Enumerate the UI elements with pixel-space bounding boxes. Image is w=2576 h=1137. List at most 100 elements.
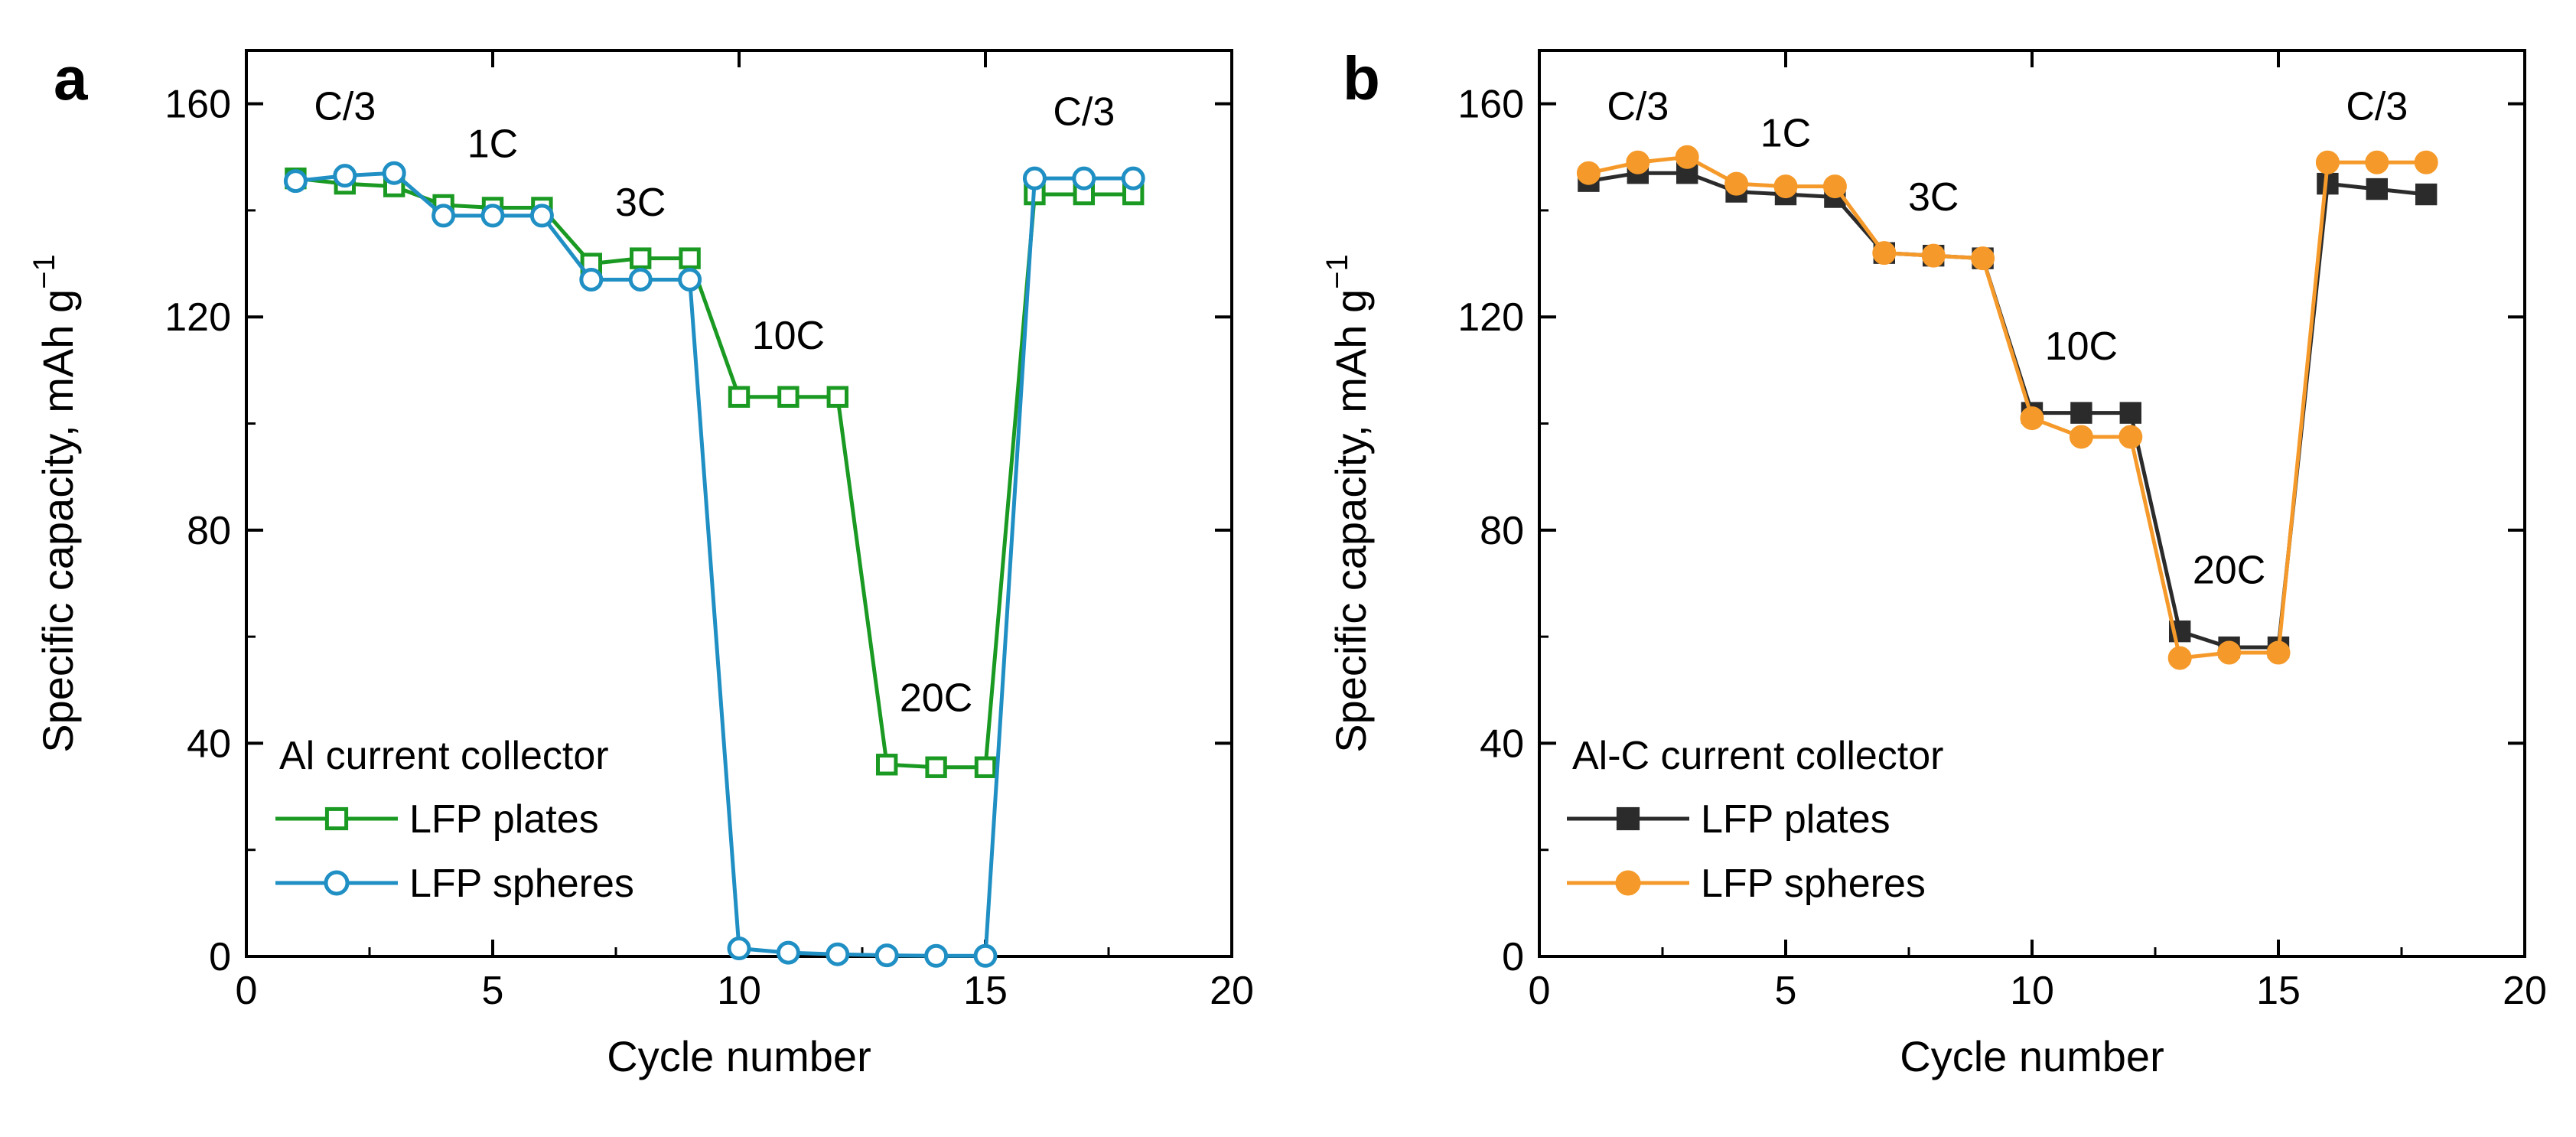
panel-letter-a: a: [54, 44, 88, 112]
data-point: [826, 942, 850, 966]
data-point: [382, 161, 406, 185]
x-tick-label: 5: [1775, 969, 1797, 1013]
legend-entry: LFP plates: [1701, 797, 1890, 842]
legend-marker: [324, 870, 350, 896]
data-point: [2167, 646, 2192, 670]
series-lfp-spheres: [1576, 145, 2438, 670]
legend: Al-C current collector LFP plates LFP sphe…: [1567, 734, 1943, 906]
series-lfp-spheres: [283, 161, 1145, 968]
y-tick-label: 120: [1457, 295, 1524, 340]
legend-marker: [1616, 806, 1640, 831]
data-point: [2414, 150, 2438, 174]
data-point: [1822, 174, 1847, 199]
series-lfp-plates: [285, 167, 1145, 778]
data-point: [876, 754, 898, 776]
data-point: [1675, 145, 1699, 169]
data-point: [678, 267, 702, 292]
x-tick-label: 15: [963, 969, 1008, 1013]
y-tick-label: 160: [164, 83, 231, 127]
data-point: [2365, 150, 2389, 174]
x-tick-label: 15: [2256, 969, 2301, 1013]
panel-b: b 0 5 10 15 20 0 40 80 120 160 Cycle number Specific…: [1321, 44, 2547, 1080]
data-point: [283, 169, 308, 194]
data-point: [679, 247, 701, 269]
y-tick-label: 160: [1457, 83, 1524, 127]
data-point: [579, 267, 604, 292]
x-tick-label: 0: [236, 969, 258, 1013]
data-point: [2217, 640, 2242, 665]
data-point: [2266, 640, 2291, 665]
data-point: [2020, 406, 2044, 431]
data-point: [1626, 150, 1650, 174]
data-point: [924, 943, 949, 968]
data-point: [628, 267, 653, 292]
data-point: [1072, 166, 1096, 191]
rate-label: 20C: [2193, 548, 2265, 592]
legend-title: Al current collector: [279, 734, 609, 778]
data-point: [1872, 241, 1897, 266]
data-point: [2070, 402, 2092, 424]
series-lfp-plates: [1578, 161, 2438, 659]
data-point: [728, 386, 751, 408]
series-line: [1588, 171, 2427, 650]
data-point: [630, 247, 652, 269]
data-point: [529, 204, 554, 228]
rate-label: C/3: [1053, 90, 1115, 135]
rate-label: C/3: [2346, 85, 2408, 129]
y-tick-label: 40: [1480, 722, 1524, 766]
rate-label: 3C: [1908, 175, 1959, 220]
x-tick-label: 5: [482, 969, 504, 1013]
rate-label: 20C: [900, 676, 972, 721]
y-tick-label: 120: [164, 295, 231, 340]
data-point: [826, 386, 848, 408]
x-tick-label: 10: [717, 969, 761, 1013]
data-point: [333, 164, 357, 188]
x-tick-label: 20: [1210, 969, 1254, 1013]
data-point: [1724, 171, 1749, 196]
y-tick-label: 80: [1480, 509, 1524, 553]
x-tick-label: 0: [1529, 969, 1551, 1013]
legend-entry: LFP plates: [409, 797, 599, 842]
y-tick-label: 40: [187, 722, 231, 766]
legend-marker: [324, 806, 349, 831]
rate-label: 10C: [2045, 324, 2118, 369]
panel-letter-b: b: [1343, 44, 1380, 112]
y-tick-label: 0: [209, 935, 231, 979]
legend-entry: LFP spheres: [409, 862, 634, 906]
legend: Al current collector LFP plates LFP sphere…: [275, 734, 634, 906]
data-point: [2366, 178, 2389, 200]
data-point: [2415, 183, 2438, 206]
data-point: [1773, 174, 1798, 199]
legend-entry: LFP spheres: [1701, 862, 1926, 906]
y-axis-title: Specific capacity, mAh g−1: [1321, 254, 1375, 753]
data-point: [874, 943, 899, 968]
y-axis-title: Specific capacity, mAh g−1: [28, 254, 82, 753]
x-tick-label: 10: [2010, 969, 2054, 1013]
rate-label: 1C: [467, 122, 518, 166]
data-point: [1121, 166, 1145, 191]
data-point: [432, 204, 456, 228]
x-axis-title: Cycle number: [607, 1032, 871, 1080]
legend-title: Al-C current collector: [1572, 734, 1943, 778]
data-point: [2118, 425, 2143, 449]
rate-label: C/3: [1607, 85, 1669, 129]
rate-label: 10C: [752, 314, 825, 358]
rate-label: C/3: [314, 85, 376, 129]
panel-a: a 0 5 10 15 20 0 40 80 120 160 Cycle number Specific…: [28, 44, 1254, 1080]
x-axis-title: Cycle number: [1900, 1032, 2164, 1080]
data-point: [480, 204, 505, 228]
data-point: [1576, 161, 1601, 185]
data-point: [727, 937, 751, 961]
x-tick-label: 20: [2503, 969, 2547, 1013]
data-point: [2069, 425, 2093, 449]
data-point: [973, 943, 998, 968]
data-point: [925, 756, 947, 778]
rate-label: 1C: [1760, 111, 1811, 155]
y-tick-label: 80: [187, 509, 231, 553]
series-line: [295, 176, 1134, 770]
data-point: [2119, 402, 2142, 424]
rate-label: 3C: [615, 181, 666, 225]
data-point: [1921, 243, 1946, 268]
legend-marker: [1615, 870, 1641, 896]
